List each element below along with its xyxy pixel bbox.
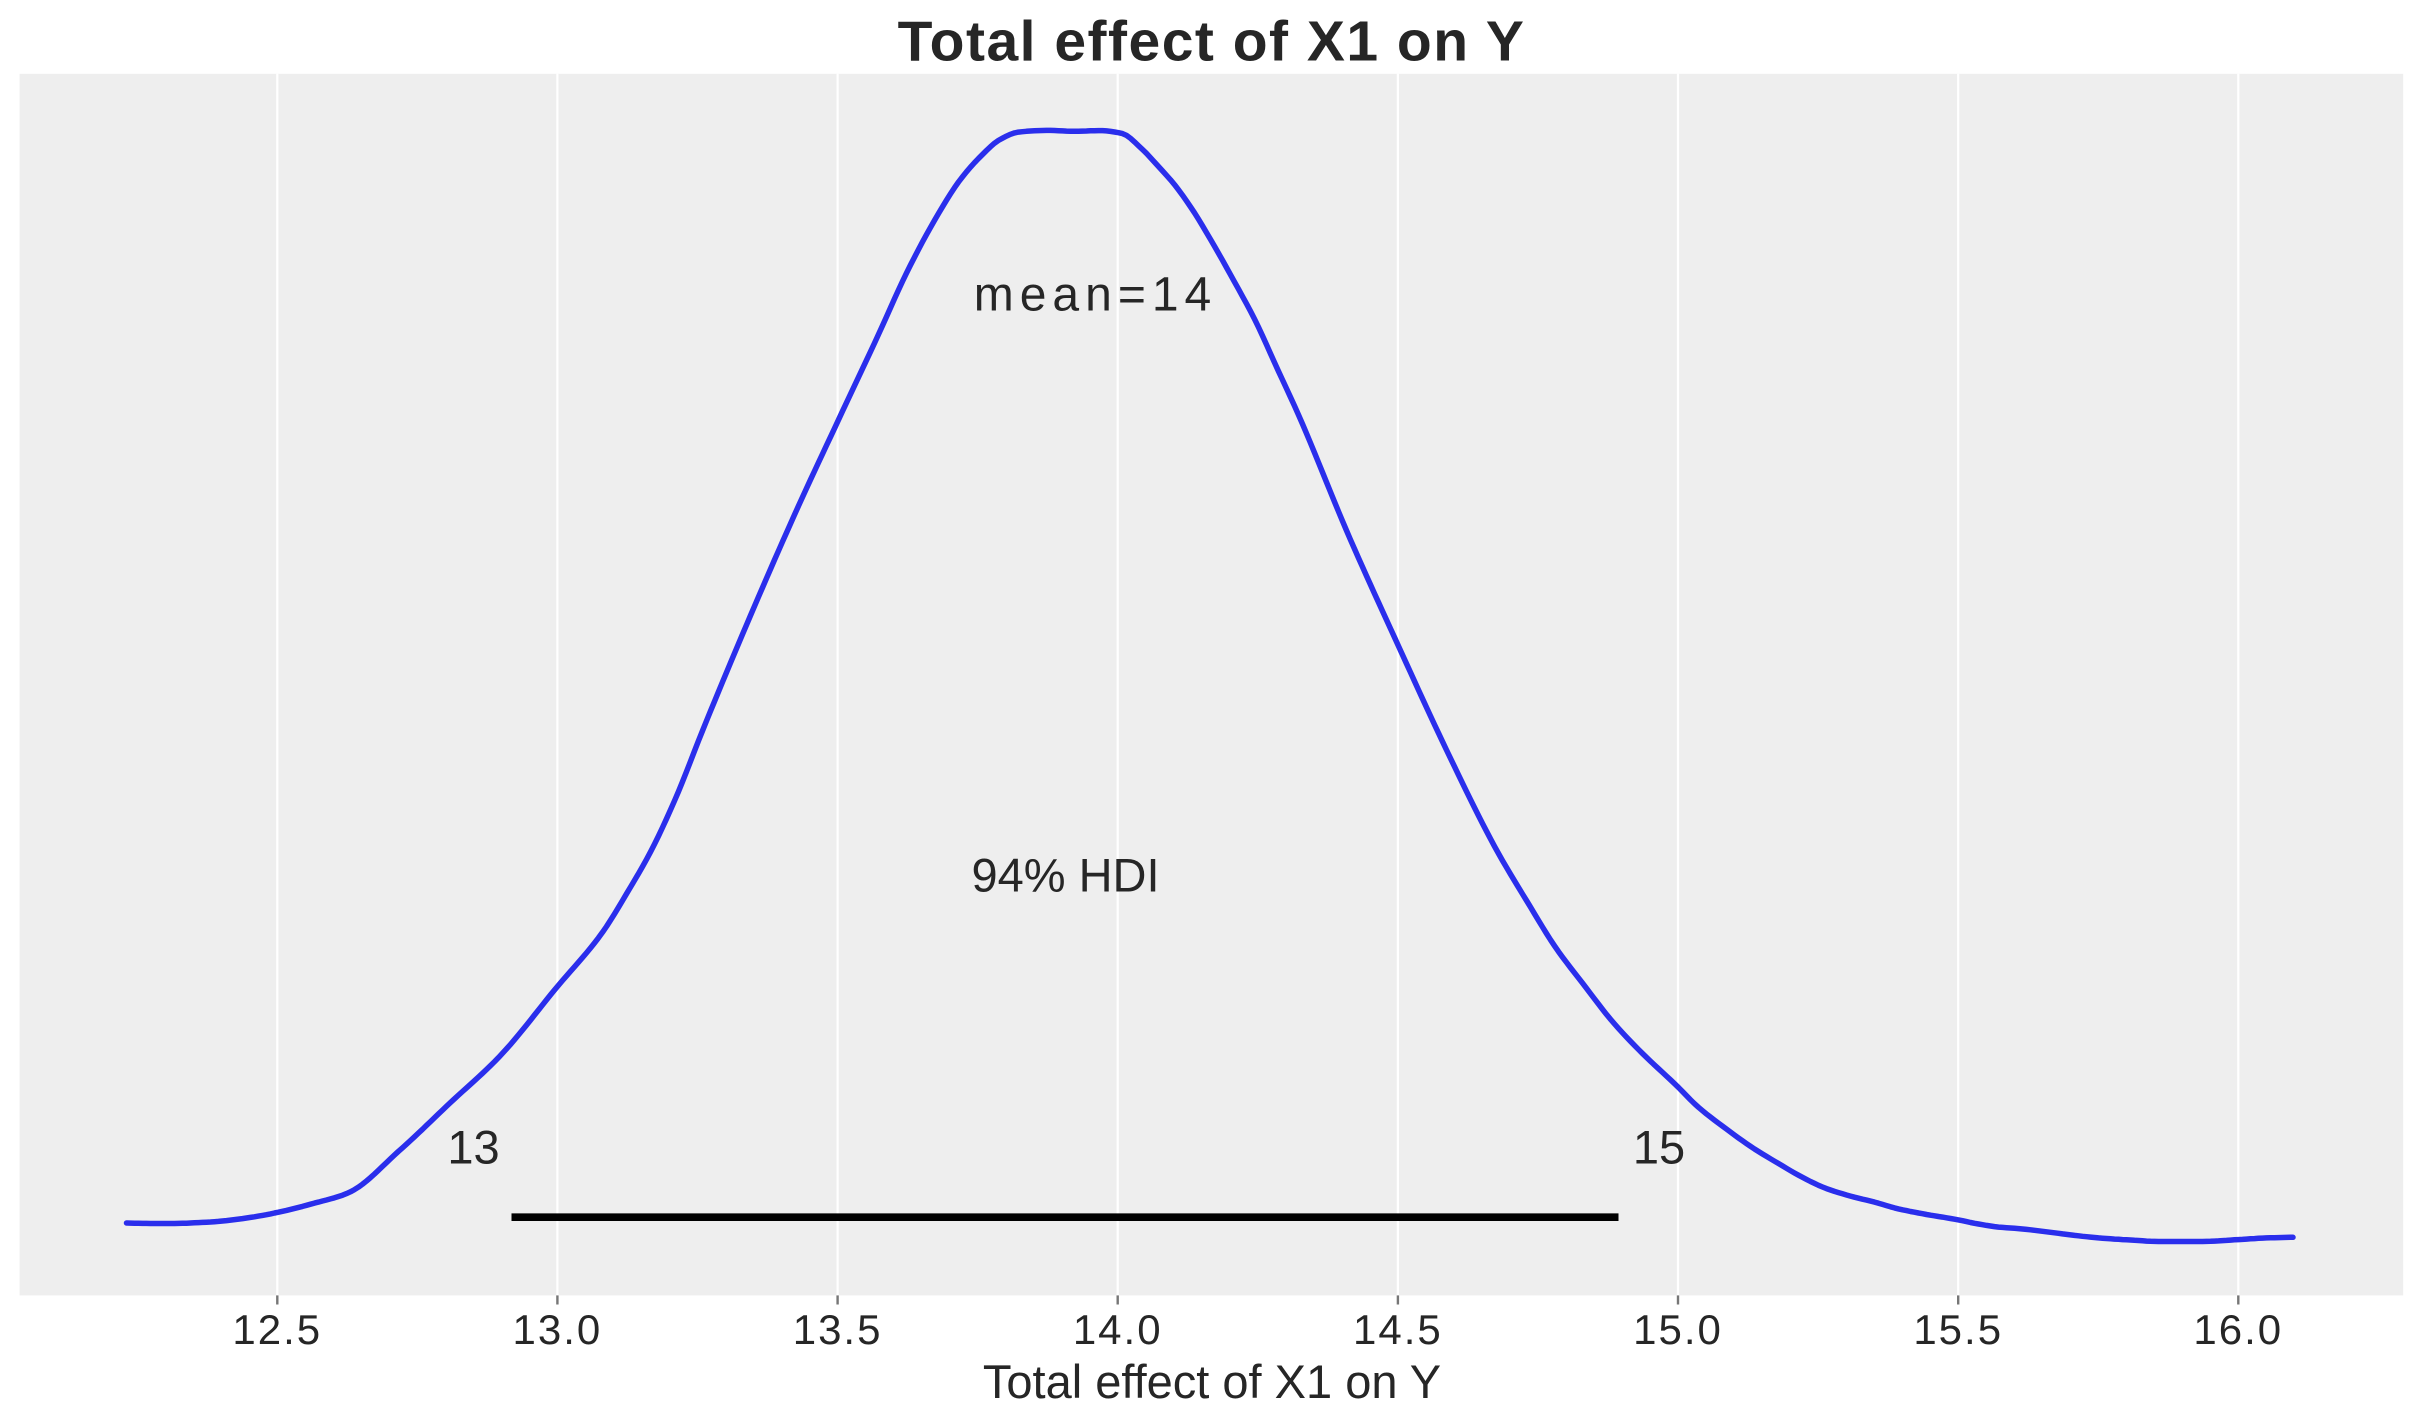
- svg-text:Total effect of X1 on Y: Total effect of X1 on Y: [898, 9, 1526, 73]
- svg-text:12.5: 12.5: [232, 1306, 322, 1353]
- svg-text:13.0: 13.0: [513, 1306, 603, 1353]
- svg-text:15.5: 15.5: [1913, 1306, 2003, 1353]
- svg-text:15.0: 15.0: [1633, 1306, 1723, 1353]
- svg-text:13: 13: [447, 1121, 499, 1174]
- svg-text:Total effect of X1 on Y: Total effect of X1 on Y: [983, 1355, 1441, 1408]
- svg-text:16.0: 16.0: [2193, 1306, 2283, 1353]
- svg-text:15: 15: [1633, 1121, 1685, 1174]
- svg-text:13.5: 13.5: [793, 1306, 883, 1353]
- svg-text:94% HDI: 94% HDI: [971, 849, 1159, 902]
- svg-text:14.0: 14.0: [1073, 1306, 1163, 1353]
- svg-text:14.5: 14.5: [1353, 1306, 1443, 1353]
- svg-text:mean=14: mean=14: [974, 269, 1218, 322]
